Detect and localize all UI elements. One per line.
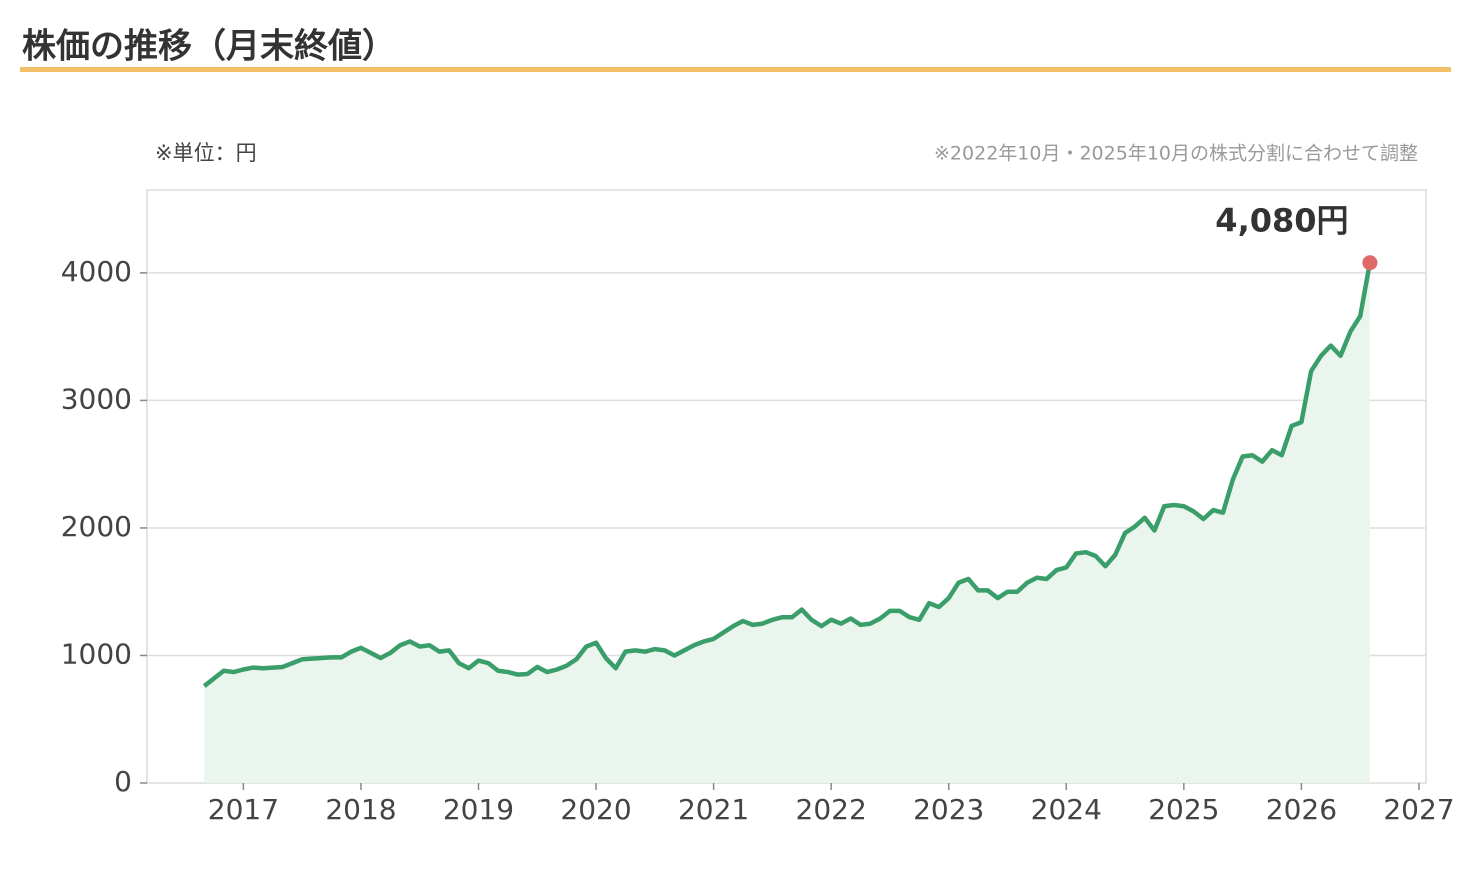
price-line <box>202 262 1373 688</box>
chart-title: 株価の推移（月末終値） <box>22 27 396 67</box>
last-point <box>1362 255 1378 271</box>
x-tick-label: 2025 <box>1148 793 1219 826</box>
x-tick-label: 2022 <box>796 793 867 826</box>
x-tick-label: 2019 <box>443 793 514 826</box>
y-tick-label: 1000 <box>61 637 132 670</box>
adjust-note: ※2022年10月・2025年10月の株式分割に合わせて調整 <box>934 143 1418 165</box>
title-underline <box>20 67 1451 72</box>
y-tick-label: 0 <box>114 765 132 798</box>
x-tick-label: 2020 <box>560 793 631 826</box>
x-tick-label: 2018 <box>325 793 396 826</box>
y-tick-label: 3000 <box>61 382 132 415</box>
x-tick-label: 2023 <box>913 793 984 826</box>
y-tick-label: 2000 <box>61 510 132 543</box>
x-tick-label: 2026 <box>1266 793 1337 826</box>
x-tick-label: 2027 <box>1383 793 1454 826</box>
x-tick-label: 2024 <box>1031 793 1102 826</box>
unit-note: ※単位：円 <box>155 141 257 165</box>
area <box>204 262 1370 783</box>
x-tick-label: 2021 <box>678 793 749 826</box>
value-label: 4,080円 <box>1215 202 1348 240</box>
y-tick-label: 4000 <box>61 255 132 288</box>
x-tick-label: 2017 <box>208 793 279 826</box>
